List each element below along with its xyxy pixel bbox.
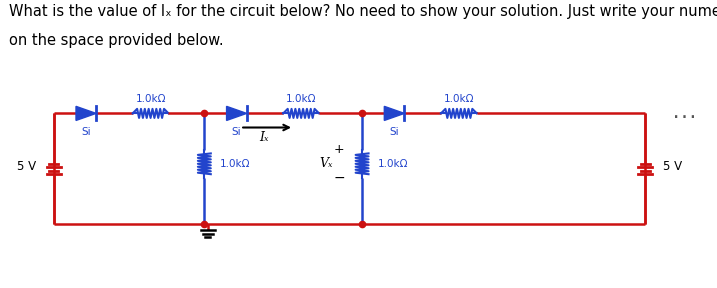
Text: 5 V: 5 V xyxy=(663,160,683,173)
Text: ...: ... xyxy=(672,107,698,122)
Text: Vₓ: Vₓ xyxy=(320,157,333,170)
Polygon shape xyxy=(227,106,247,120)
Polygon shape xyxy=(384,106,404,120)
Text: 1.0kΩ: 1.0kΩ xyxy=(220,159,251,169)
Text: 1.0kΩ: 1.0kΩ xyxy=(378,159,409,169)
Polygon shape xyxy=(76,106,96,120)
Text: What is the value of Iₓ for the circuit below? No need to show your solution. Ju: What is the value of Iₓ for the circuit … xyxy=(9,4,717,19)
Text: 1.0kΩ: 1.0kΩ xyxy=(286,94,316,104)
Text: 1.0kΩ: 1.0kΩ xyxy=(136,94,166,104)
Text: 1.0kΩ: 1.0kΩ xyxy=(444,94,474,104)
Text: Iₓ: Iₓ xyxy=(259,130,268,143)
Text: −: − xyxy=(333,171,345,185)
Text: Si: Si xyxy=(389,127,399,137)
Text: Si: Si xyxy=(81,127,91,137)
Text: on the space provided below.: on the space provided below. xyxy=(9,33,223,48)
Text: +: + xyxy=(334,143,344,156)
Text: Si: Si xyxy=(232,127,242,137)
Text: 5 V: 5 V xyxy=(16,160,36,173)
